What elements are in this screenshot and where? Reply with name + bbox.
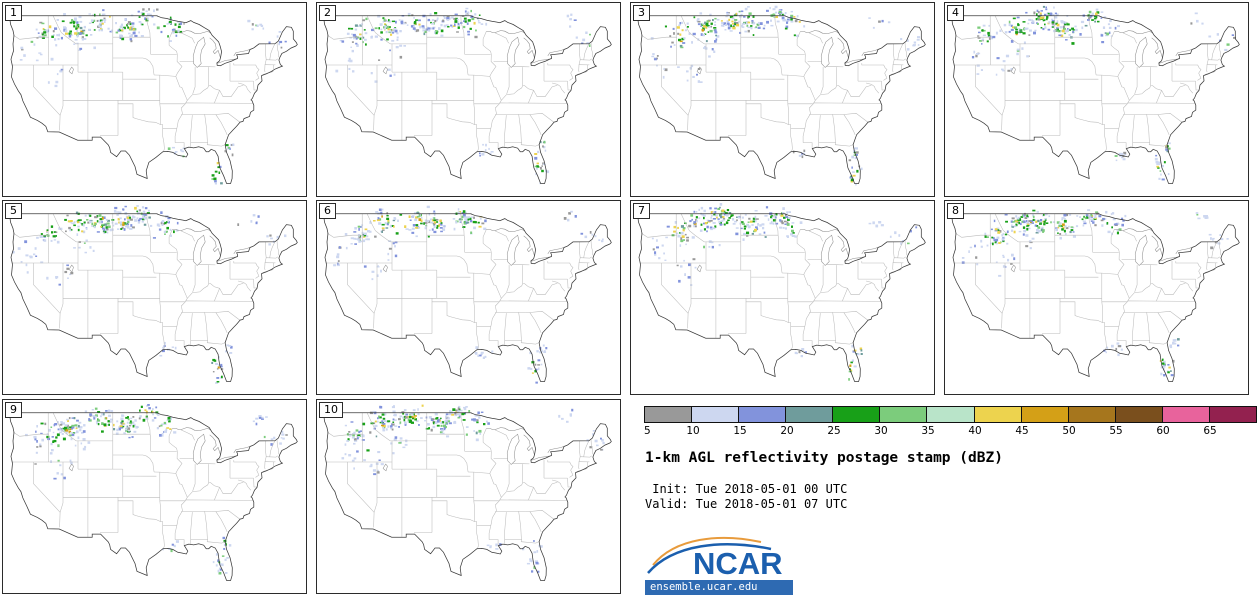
colorbar-tick: 55: [1109, 425, 1123, 437]
us-reflectivity-map: [319, 403, 612, 581]
panel-number: 9: [5, 402, 22, 418]
colorbar-tick: 15: [733, 425, 747, 437]
colorbar-segment: [1209, 407, 1257, 422]
panel-number: 5: [5, 203, 22, 219]
figure-title: 1-km AGL reflectivity postage stamp (dBZ…: [645, 450, 1003, 466]
logo-arc-blue-icon: [647, 543, 772, 574]
colorbar-segment: [833, 407, 881, 422]
colorbar-tick: 40: [968, 425, 982, 437]
colorbar-tick: 10: [686, 425, 700, 437]
map-panel-4: 4: [944, 2, 1249, 197]
colorbar-tick: 30: [874, 425, 888, 437]
map-panel-7: 7: [630, 200, 935, 395]
us-reflectivity-map: [5, 6, 298, 185]
colorbar-segment: [1162, 407, 1210, 422]
panel-number: 2: [319, 5, 336, 21]
colorbar-tick: 50: [1062, 425, 1076, 437]
logo-arc-orange-icon: [652, 536, 762, 566]
site-url: ensemble.ucar.edu: [650, 581, 758, 593]
us-reflectivity-map: [5, 403, 298, 581]
colorbar-tick: 45: [1015, 425, 1029, 437]
valid-time-label: Valid: Tue 2018-05-01 07 UTC: [645, 497, 848, 511]
panel-number: 6: [319, 203, 336, 219]
colorbar-tick: 60: [1156, 425, 1170, 437]
colorbar-segment: [786, 407, 834, 422]
colorbar-tick: 65: [1203, 425, 1217, 437]
colorbar-ticks: 5 10 15 20 25 30 35 40 45 50 55 60 65: [644, 425, 1260, 439]
colorbar-segment: [645, 407, 693, 422]
map-panel-8: 8: [944, 200, 1249, 395]
colorbar-segment: [880, 407, 928, 422]
map-panel-2: 2: [316, 2, 621, 197]
map-panel-10: 10: [316, 399, 621, 594]
us-reflectivity-map: [633, 203, 926, 382]
map-panel-6: 6: [316, 200, 621, 395]
colorbar-segment: [974, 407, 1022, 422]
ncar-wordmark: NCAR: [693, 546, 783, 579]
us-reflectivity-map: [633, 5, 926, 186]
panel-number: 10: [319, 402, 343, 418]
ncar-logo: NCAR: [647, 536, 783, 579]
site-strip: ensemble.ucar.edu: [645, 580, 793, 595]
colorbar-tick: 20: [780, 425, 794, 437]
panel-number: 3: [633, 5, 650, 21]
map-panel-5: 5: [2, 200, 307, 395]
colorbar-segment: [927, 407, 975, 422]
panel-number: 1: [5, 5, 22, 21]
panel-number: 7: [633, 203, 650, 219]
colorbar-segment: [1068, 407, 1116, 422]
reflectivity-colorbar: [644, 406, 1257, 423]
map-panel-9: 9: [2, 399, 307, 594]
panel-number: 4: [947, 5, 964, 21]
us-reflectivity-map: [319, 6, 612, 185]
init-time-label: Init: Tue 2018-05-01 00 UTC: [645, 482, 848, 496]
us-reflectivity-map: [947, 5, 1240, 184]
legend-block: 5 10 15 20 25 30 35 40 45 50 55 60 65 1-km AGL refle…: [640, 400, 1260, 597]
ncar-branding: NCAR ensemble.ucar.edu: [645, 533, 885, 595]
map-panel-1: 1: [2, 2, 307, 197]
colorbar-segment: [739, 407, 787, 422]
colorbar-tick: 5: [644, 425, 651, 437]
map-panel-3: 3: [630, 2, 935, 197]
colorbar-segment: [1021, 407, 1069, 422]
colorbar-tick: 25: [827, 425, 841, 437]
colorbar-segment: [1115, 407, 1163, 422]
us-reflectivity-map: [947, 204, 1240, 382]
panel-number: 8: [947, 203, 964, 219]
us-reflectivity-map: [5, 204, 298, 384]
colorbar-segment: [692, 407, 740, 422]
us-reflectivity-map: [319, 204, 612, 384]
colorbar-tick: 35: [921, 425, 935, 437]
